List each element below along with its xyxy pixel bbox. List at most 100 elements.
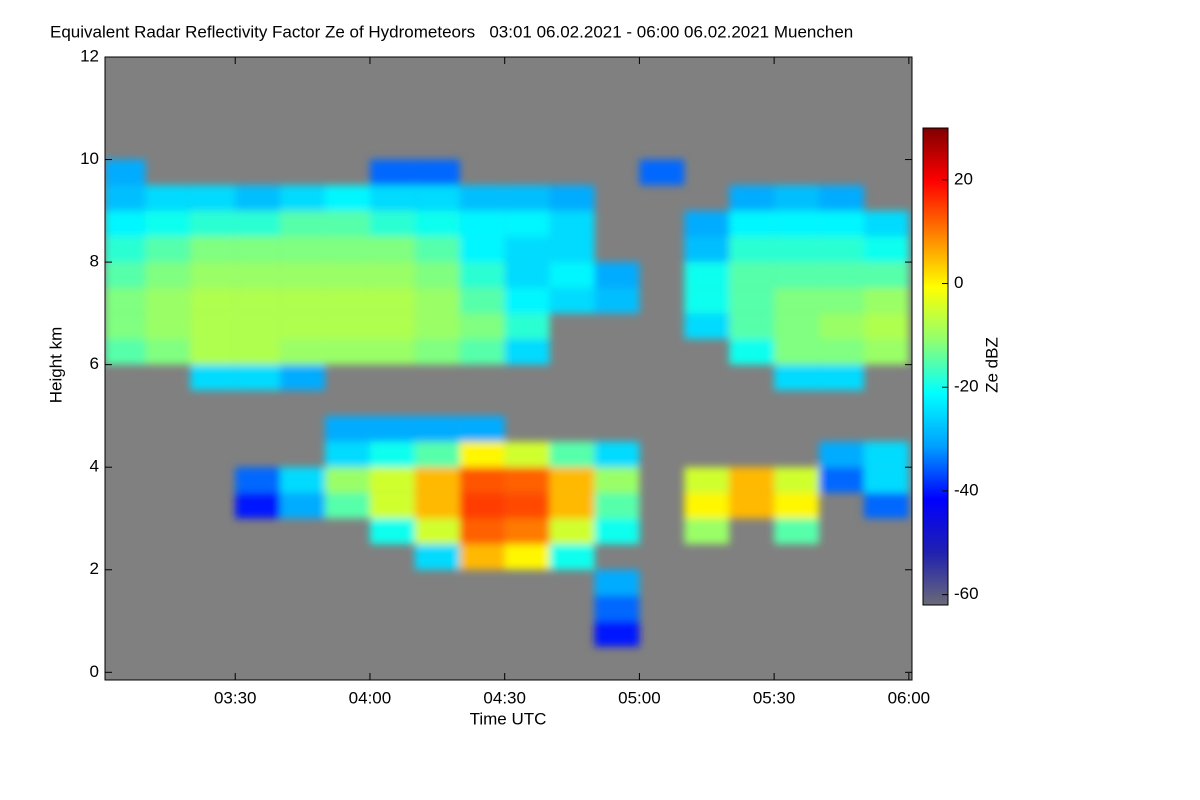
heatmap-cell xyxy=(504,185,550,211)
heatmap-cell xyxy=(594,262,640,288)
heatmap-cell xyxy=(414,467,460,493)
heatmap-cell xyxy=(414,339,460,365)
heatmap-cell xyxy=(280,210,326,237)
heatmap-cell xyxy=(504,544,550,570)
heatmap-cell xyxy=(190,313,236,340)
heatmap-cell xyxy=(145,287,191,314)
heatmap-cell xyxy=(414,492,460,519)
heatmap-cell xyxy=(863,467,909,493)
heatmap-cell xyxy=(325,262,370,288)
heatmap-cell xyxy=(684,210,730,237)
heatmap-cell xyxy=(414,287,460,314)
heatmap-cell xyxy=(774,492,820,519)
heatmap-cell xyxy=(774,364,820,391)
heatmap-cell xyxy=(325,467,370,493)
heatmap-cell xyxy=(190,287,236,314)
x-axis-label: Time UTC xyxy=(470,709,547,728)
heatmap-cell xyxy=(105,313,146,340)
heatmap-cell xyxy=(459,236,505,263)
heatmap-cell xyxy=(325,441,370,468)
heatmap-cell xyxy=(325,210,370,237)
heatmap-cell xyxy=(729,236,775,263)
heatmap-cell xyxy=(145,339,191,365)
heatmap-cell xyxy=(325,185,370,211)
heatmap-cell xyxy=(280,339,326,365)
heatmap-cell xyxy=(819,467,864,493)
heatmap-cell xyxy=(684,262,730,288)
heatmap xyxy=(105,159,909,647)
heatmap-cell xyxy=(863,313,909,340)
heatmap-cell xyxy=(729,287,775,314)
heatmap-cell xyxy=(684,467,730,493)
heatmap-cell xyxy=(145,236,191,263)
heatmap-cell xyxy=(414,210,460,237)
heatmap-cell xyxy=(819,236,864,263)
heatmap-cell xyxy=(459,185,505,211)
x-tick-label: 05:00 xyxy=(618,688,661,707)
heatmap-cell xyxy=(414,313,460,340)
heatmap-cell xyxy=(325,492,370,519)
heatmap-cell xyxy=(235,262,281,288)
y-tick-label: 6 xyxy=(90,354,99,373)
heatmap-cell xyxy=(369,287,415,314)
heatmap-cell xyxy=(549,236,595,263)
heatmap-cell xyxy=(235,287,281,314)
heatmap-cell xyxy=(459,467,505,493)
heatmap-cell xyxy=(459,210,505,237)
heatmap-cell xyxy=(369,159,415,186)
heatmap-cell xyxy=(863,441,909,468)
colorbar-tick-label: -60 xyxy=(954,584,979,603)
heatmap-cell xyxy=(819,287,864,314)
heatmap-cell xyxy=(190,236,236,263)
heatmap-cell xyxy=(235,364,281,391)
heatmap-cell xyxy=(145,262,191,288)
heatmap-cell xyxy=(594,492,640,519)
heatmap-cell xyxy=(504,492,550,519)
heatmap-cell xyxy=(369,339,415,365)
y-tick-label: 8 xyxy=(90,252,99,271)
heatmap-cell xyxy=(819,441,864,468)
heatmap-cell xyxy=(459,492,505,519)
heatmap-cell xyxy=(504,518,550,545)
heatmap-cell xyxy=(280,492,326,519)
heatmap-cell xyxy=(459,287,505,314)
heatmap-cell xyxy=(504,441,550,468)
heatmap-cell xyxy=(105,236,146,263)
heatmap-cell xyxy=(369,210,415,237)
x-tick-label: 05:30 xyxy=(753,688,796,707)
heatmap-cell xyxy=(369,467,415,493)
heatmap-cell xyxy=(863,492,909,519)
colorbar-tick-label: 20 xyxy=(954,169,973,188)
heatmap-cell xyxy=(105,287,146,314)
heatmap-cell xyxy=(325,236,370,263)
heatmap-cell xyxy=(235,467,281,493)
heatmap-cell xyxy=(863,262,909,288)
heatmap-cell xyxy=(369,236,415,263)
heatmap-cell xyxy=(774,262,820,288)
heatmap-cell xyxy=(145,185,191,211)
heatmap-cell xyxy=(105,262,146,288)
heatmap-cell xyxy=(459,262,505,288)
heatmap-cell xyxy=(414,185,460,211)
heatmap-cell xyxy=(235,313,281,340)
heatmap-cell xyxy=(459,518,505,545)
heatmap-cell xyxy=(684,313,730,340)
heatmap-cell xyxy=(729,467,775,493)
heatmap-cell xyxy=(190,210,236,237)
heatmap-cell xyxy=(774,185,820,211)
colorbar-tick-label: 0 xyxy=(954,273,963,292)
x-tick-label: 03:30 xyxy=(214,688,257,707)
heatmap-cell xyxy=(414,159,460,186)
heatmap-cell xyxy=(549,185,595,211)
heatmap-cell xyxy=(190,364,236,391)
heatmap-cell xyxy=(594,441,640,468)
heatmap-cell xyxy=(235,339,281,365)
heatmap-cell xyxy=(235,492,281,519)
heatmap-cell xyxy=(504,210,550,237)
heatmap-cell xyxy=(863,210,909,237)
plot-frame xyxy=(104,56,913,681)
heatmap-cell xyxy=(325,415,370,442)
heatmap-cell xyxy=(369,492,415,519)
colorbar xyxy=(922,127,949,606)
